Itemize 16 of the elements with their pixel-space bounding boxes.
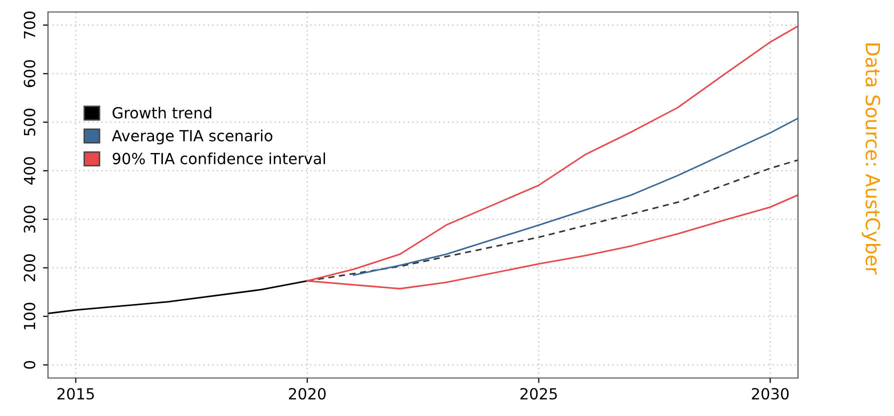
legend-label: 90% TIA confidence interval	[112, 152, 326, 164]
y-tick-label: 100	[24, 302, 36, 330]
y-tick-label: 700	[24, 12, 36, 38]
x-tick-label: 2020	[288, 388, 326, 400]
source-note: Data Source: AustCyber	[862, 44, 881, 275]
y-tick-label: 0	[24, 361, 36, 369]
y-tick-label: 300	[24, 206, 36, 233]
y-tick-label: 600	[24, 60, 36, 88]
x-tick-label: 2015	[57, 388, 94, 400]
x-tick-label: 2030	[752, 388, 789, 400]
y-tick-label: 400	[24, 157, 36, 185]
x-tick-label: 2025	[520, 388, 557, 400]
y-tick-label: 200	[24, 254, 36, 282]
legend-label: Growth trend	[112, 106, 212, 119]
legend-label: Average TIA scenario	[112, 130, 272, 144]
y-tick-label: 500	[24, 108, 36, 136]
